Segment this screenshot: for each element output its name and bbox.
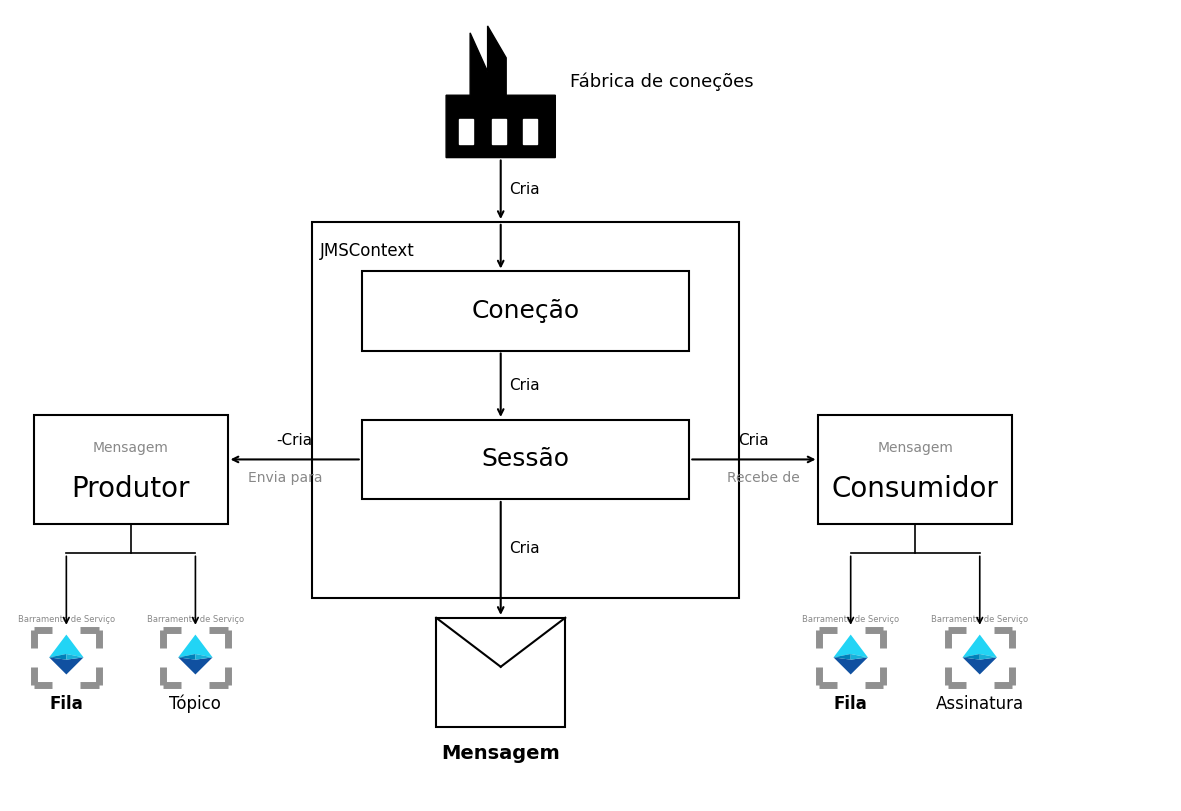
Polygon shape (178, 634, 213, 658)
Polygon shape (178, 658, 213, 675)
Text: Barramento de Serviço: Barramento de Serviço (802, 615, 899, 624)
Polygon shape (178, 654, 195, 659)
Polygon shape (850, 654, 868, 659)
Text: Barramento de Serviço: Barramento de Serviço (931, 615, 1029, 624)
Polygon shape (834, 658, 868, 675)
Polygon shape (834, 654, 850, 659)
Bar (818, 415, 1012, 524)
Polygon shape (50, 658, 84, 675)
Text: Cria: Cria (509, 182, 540, 197)
Text: -Cria: -Cria (276, 432, 313, 448)
Bar (459, 118, 474, 144)
Bar (34, 415, 228, 524)
Text: JMSContext: JMSContext (320, 242, 415, 260)
Polygon shape (963, 634, 997, 658)
Text: Fila: Fila (50, 695, 83, 713)
Polygon shape (50, 654, 66, 659)
Text: Cria: Cria (509, 541, 540, 556)
Bar (436, 618, 566, 727)
Polygon shape (963, 658, 997, 675)
Bar (312, 222, 739, 598)
Polygon shape (980, 654, 997, 659)
Text: Cria: Cria (509, 378, 540, 393)
Polygon shape (50, 634, 84, 658)
Text: Assinatura: Assinatura (935, 695, 1024, 713)
Text: Envia para: Envia para (248, 471, 322, 485)
Text: Tópico: Tópico (170, 695, 221, 714)
Polygon shape (963, 654, 980, 659)
Polygon shape (834, 634, 868, 658)
Text: Produtor: Produtor (72, 475, 190, 503)
Polygon shape (195, 654, 213, 659)
Text: Recebe de: Recebe de (727, 471, 801, 485)
Bar (492, 118, 507, 144)
Text: Sessão: Sessão (482, 448, 569, 471)
Text: Coneção: Coneção (471, 299, 580, 323)
Text: Consumidor: Consumidor (831, 475, 999, 503)
Text: Barramento de Serviço: Barramento de Serviço (18, 615, 115, 624)
Text: Fábrica de coneções: Fábrica de coneções (570, 72, 753, 91)
Text: Mensagem: Mensagem (442, 744, 560, 763)
Text: Cria: Cria (738, 432, 769, 448)
Bar (361, 420, 690, 499)
Polygon shape (446, 26, 555, 157)
Bar (522, 118, 536, 144)
Text: Barramento de Serviço: Barramento de Serviço (146, 615, 244, 624)
Polygon shape (66, 654, 84, 659)
Text: Mensagem: Mensagem (877, 440, 953, 454)
Bar (361, 272, 690, 350)
Text: Mensagem: Mensagem (93, 440, 169, 454)
Text: Fila: Fila (834, 695, 868, 713)
